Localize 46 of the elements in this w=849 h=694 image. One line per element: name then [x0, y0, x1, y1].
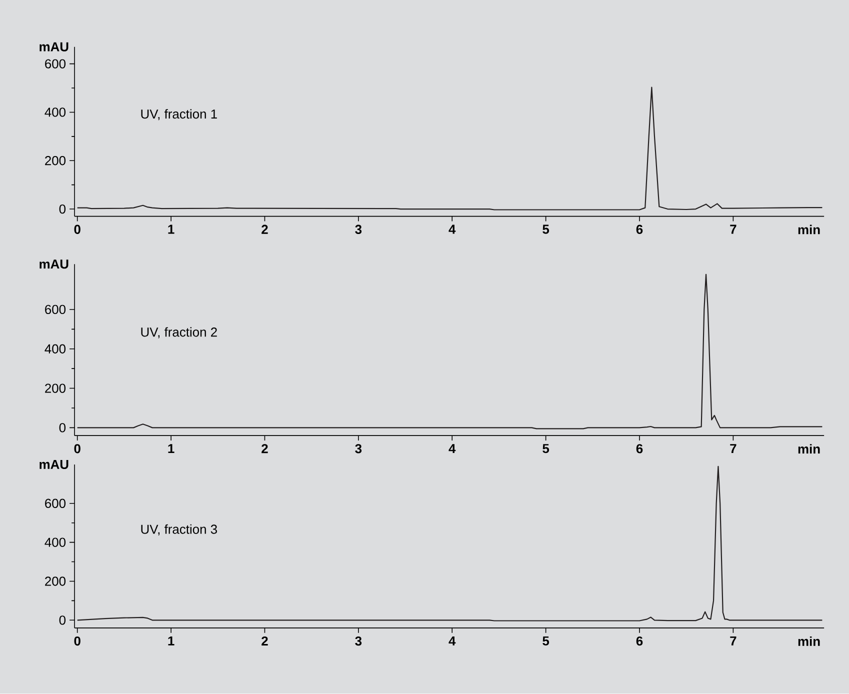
x-tick-label: 3 — [355, 224, 362, 234]
y-tick-label: 400 — [44, 108, 66, 117]
y-tick-label: 600 — [45, 59, 66, 69]
annotation: UV, fraction 3 — [141, 524, 217, 536]
x-tick-label: 0 — [74, 636, 80, 646]
x-tick-label: 4 — [448, 224, 456, 234]
x-tick-label: 7 — [730, 444, 736, 454]
y-tick-label: 400 — [44, 344, 66, 354]
annotation: UV, fraction 1 — [141, 109, 217, 120]
x-tick-label: 6 — [636, 224, 643, 234]
x-tick-label: 0 — [74, 444, 80, 454]
x-tick-label: 0 — [74, 224, 80, 234]
x-tick-label: 1 — [168, 224, 174, 234]
x-tick-label: 5 — [542, 224, 550, 234]
y-axis-title: mAU — [40, 260, 68, 269]
x-tick-label: 2 — [262, 224, 268, 234]
y-axis-title: mAU — [40, 42, 68, 52]
annotation: UV, fraction 2 — [141, 327, 217, 338]
y-tick-label: 400 — [44, 538, 66, 548]
y-axis-title: mAU — [40, 460, 68, 470]
x-tick-label: 2 — [262, 636, 268, 646]
y-tick-label: 600 — [45, 305, 66, 314]
x-tick-label: 3 — [355, 444, 362, 454]
y-tick-label: 600 — [45, 498, 66, 508]
x-tick-label: 3 — [355, 636, 362, 646]
x-axis-title: min — [798, 444, 820, 454]
x-tick-label: 7 — [730, 224, 736, 234]
x-tick-label: 5 — [542, 444, 550, 454]
x-tick-label: 1 — [168, 636, 174, 646]
line-series — [76, 86, 823, 210]
y-tick-label: 200 — [45, 384, 66, 394]
x-axis-title: min — [798, 224, 820, 234]
x-tick-label: 4 — [448, 636, 456, 646]
y-tick-label: 200 — [45, 156, 66, 166]
x-tick-label: 6 — [636, 444, 643, 454]
x-tick-label: 6 — [636, 636, 643, 646]
x-tick-label: 7 — [730, 636, 736, 646]
x-tick-label: 2 — [262, 444, 268, 454]
y-tick-label: 200 — [45, 576, 66, 586]
x-tick-label: 5 — [542, 636, 550, 646]
x-tick-label: 1 — [168, 444, 174, 454]
x-tick-label: 4 — [448, 444, 456, 454]
y-tick-label: 0 — [59, 616, 66, 625]
y-tick-label: 0 — [59, 204, 66, 214]
y-tick-label: 0 — [59, 423, 66, 432]
x-axis-title: min — [798, 636, 820, 646]
